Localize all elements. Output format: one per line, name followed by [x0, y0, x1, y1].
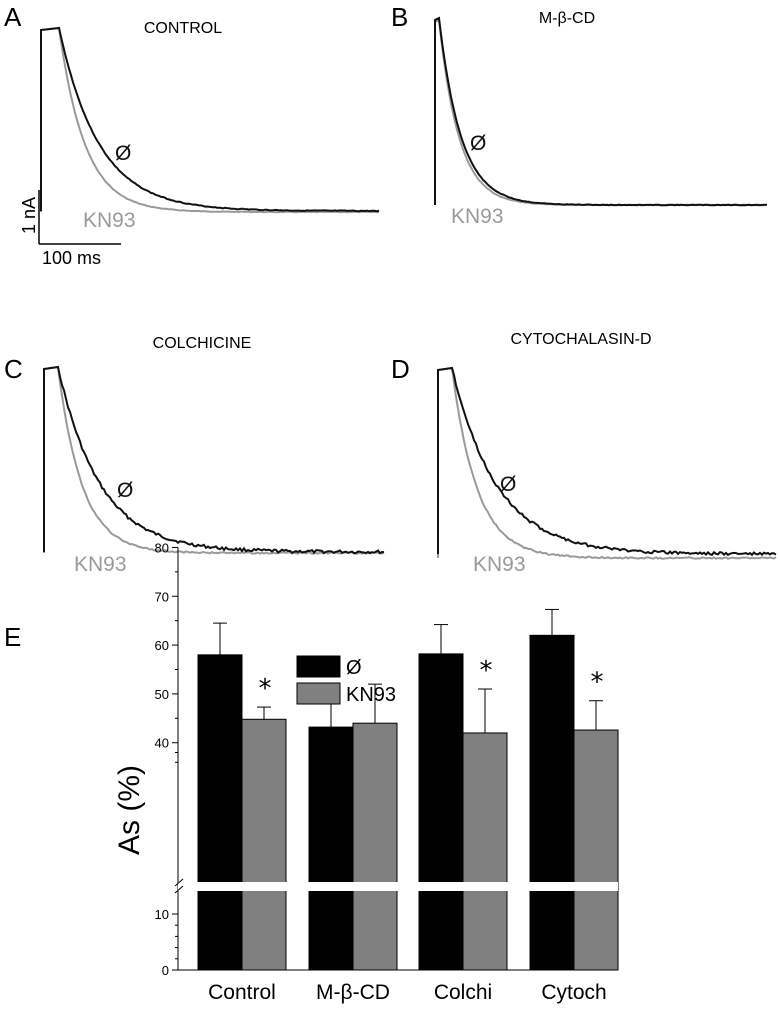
panel-letter-c: C — [4, 354, 23, 384]
scale-bar-current-label: 1 nA — [19, 197, 39, 234]
trace-c-control — [43, 365, 385, 555]
panel-d-title: CYTOCHALASIN-D — [510, 331, 651, 348]
panel-letter-d: D — [391, 354, 410, 384]
chart-legend: Ø KN93 — [296, 655, 396, 706]
y-tick-label: 0 — [162, 963, 169, 978]
scale-bar-time-label: 100 ms — [42, 248, 101, 268]
category-label: Cytoch — [541, 981, 606, 1004]
panel-c-title: COLCHICINE — [153, 335, 252, 352]
significance-star: * — [480, 656, 493, 686]
axis-break-marks — [174, 878, 184, 894]
bar-control-cytoch — [529, 634, 575, 971]
legend-swatch-kn93 — [296, 682, 341, 705]
trace-b-control — [434, 16, 768, 207]
chart-y-axis-label: As (%) — [113, 765, 146, 855]
legend-label-control: Ø — [346, 657, 362, 679]
panel-letter-e: E — [4, 622, 21, 652]
chart-category-labels: Control M-β-CD Colchi Cytoch — [208, 981, 607, 1004]
trace-d-kn93-label: KN93 — [473, 553, 526, 576]
scale-bar: 1 nA 100 ms — [19, 190, 121, 268]
bar-control-control — [197, 654, 243, 971]
bar-control-m-cd — [308, 726, 354, 971]
panel-a-title: CONTROL — [144, 20, 222, 37]
panel-c-colchicine: C COLCHICINE Ø KN93 — [4, 335, 385, 576]
y-tick-label: 50 — [155, 687, 169, 702]
legend-swatch-control — [296, 655, 341, 678]
trace-b-kn93 — [434, 18, 768, 207]
panel-letter-b: B — [391, 2, 408, 32]
category-label: Control — [208, 981, 276, 1004]
trace-a-control — [40, 26, 380, 213]
trace-c-control-label: Ø — [117, 479, 133, 502]
panel-b-mbcd: B M-β-CD Ø KN93 — [391, 2, 768, 228]
panel-e-bar-chart: E As (%) 40 50 60 70 80 0 10 * * * Control M-β-CD… — [4, 540, 619, 1004]
chart-y-axis: 40 50 60 70 80 0 10 — [155, 540, 618, 978]
y-tick-label: 80 — [155, 540, 169, 555]
axis-break-gap — [178, 882, 618, 891]
trace-b-kn93-label: KN93 — [451, 205, 504, 228]
bar-kn93-m-cd — [352, 722, 398, 971]
trace-a-kn93-label: KN93 — [83, 209, 136, 232]
significance-star: * — [591, 668, 604, 698]
chart-bars — [197, 634, 619, 971]
trace-d-control — [437, 366, 777, 557]
trace-d-kn93 — [437, 366, 777, 560]
bar-control-colchi — [418, 653, 464, 971]
trace-a-kn93 — [40, 26, 380, 214]
trace-a-control-label: Ø — [115, 142, 131, 165]
legend-label-kn93: KN93 — [346, 684, 396, 706]
significance-star: * — [259, 674, 272, 704]
bar-kn93-cytoch — [573, 729, 619, 971]
panel-letter-a: A — [4, 2, 22, 32]
trace-c-kn93-label: KN93 — [74, 553, 127, 576]
y-tick-label: 10 — [155, 907, 169, 922]
y-tick-label: 70 — [155, 589, 169, 604]
trace-c-kn93 — [43, 365, 385, 555]
trace-b-control-label: Ø — [470, 132, 486, 155]
y-tick-label: 60 — [155, 638, 169, 653]
panel-b-title: M-β-CD — [539, 10, 595, 27]
chart-significance-marks: * * * — [259, 656, 604, 704]
trace-d-control-label: Ø — [500, 473, 516, 496]
bar-kn93-colchi — [462, 732, 508, 971]
category-label: M-β-CD — [316, 981, 390, 1004]
bar-kn93-control — [241, 718, 287, 971]
category-label: Colchi — [434, 981, 492, 1004]
panel-a-control: A CONTROL Ø KN93 1 nA 100 ms — [4, 2, 380, 268]
y-tick-label: 40 — [155, 736, 169, 751]
panel-d-cytochalasin: D CYTOCHALASIN-D Ø KN93 — [391, 331, 777, 576]
